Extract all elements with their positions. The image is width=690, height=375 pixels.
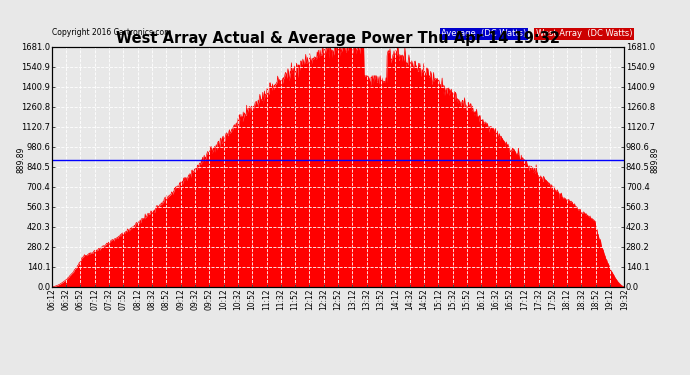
- Title: West Array Actual & Average Power Thu Apr 14 19:32: West Array Actual & Average Power Thu Ap…: [116, 31, 560, 46]
- Text: Copyright 2016 Cartronics.com: Copyright 2016 Cartronics.com: [52, 28, 171, 37]
- Text: 889.89: 889.89: [17, 147, 26, 173]
- Text: West Array  (DC Watts): West Array (DC Watts): [535, 30, 632, 39]
- Text: 889.89: 889.89: [651, 147, 660, 173]
- Text: Average  (DC Watts): Average (DC Watts): [441, 30, 526, 39]
